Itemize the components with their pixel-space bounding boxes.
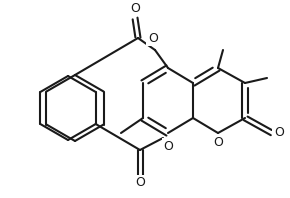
Text: O: O: [148, 31, 158, 45]
Text: O: O: [274, 127, 284, 140]
Text: O: O: [213, 136, 223, 149]
Text: O: O: [135, 176, 145, 189]
Text: O: O: [130, 2, 140, 14]
Text: O: O: [163, 140, 173, 152]
